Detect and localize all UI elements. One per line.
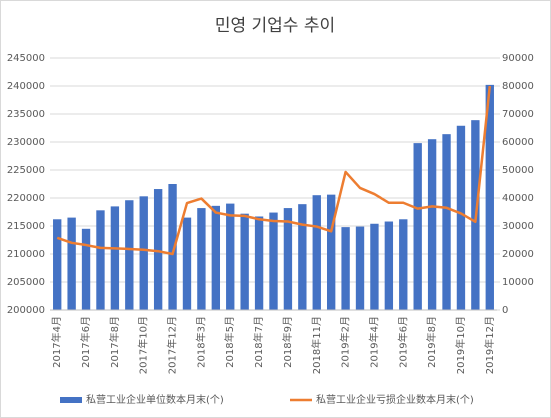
bar	[341, 227, 350, 310]
bar	[456, 125, 466, 310]
bar	[240, 213, 249, 310]
legend-label: 私营工业企业单位数本月末(个)	[86, 393, 224, 406]
x-tick-label: 2018年9月	[281, 316, 294, 368]
bar	[211, 205, 221, 310]
x-tick-label: 2018年3月	[194, 316, 207, 368]
y2-tick-label: 40000	[502, 193, 534, 204]
y2-tick-label: 0	[502, 305, 508, 316]
bar	[125, 200, 134, 310]
y-tick-label: 235000	[7, 109, 45, 120]
y-tick-label: 220000	[7, 193, 45, 204]
bar	[182, 217, 192, 310]
bar	[81, 228, 91, 310]
bar	[312, 195, 321, 310]
bar	[384, 221, 394, 310]
legend-swatch	[60, 397, 82, 403]
x-tick-label: 2018年5月	[223, 316, 236, 368]
x-tick-label: 2017年4月	[50, 316, 63, 368]
y-tick-label: 200000	[7, 305, 45, 316]
bar	[355, 226, 365, 310]
bar	[168, 184, 177, 310]
y2-tick-label: 60000	[502, 137, 534, 148]
bar	[153, 189, 163, 310]
x-tick-label: 2019年2月	[339, 316, 352, 368]
x-tick-label: 2018年7月	[252, 316, 265, 368]
y2-tick-label: 30000	[502, 221, 534, 232]
y-tick-label: 210000	[7, 249, 45, 260]
y2-tick-label: 50000	[502, 165, 534, 176]
bar	[67, 217, 76, 310]
bar	[370, 223, 379, 310]
y2-tick-label: 20000	[502, 249, 534, 260]
line	[56, 85, 492, 256]
y-tick-label: 240000	[7, 81, 45, 92]
y2-tick-label: 70000	[502, 109, 534, 120]
x-tick-label: 2017年10月	[137, 316, 150, 374]
bar	[53, 219, 62, 310]
x-tick-label: 2018年11月	[310, 316, 323, 374]
x-tick-label: 2019年4月	[367, 316, 380, 368]
x-tick-label: 2019年10月	[454, 316, 467, 374]
x-tick-label: 2017年12月	[166, 316, 179, 374]
y-tick-label: 230000	[7, 137, 45, 148]
bar	[197, 208, 206, 310]
x-tick-label: 2019年12月	[483, 316, 496, 374]
bar	[326, 194, 336, 310]
x-tick-label: 2017年8月	[108, 316, 121, 368]
bar	[283, 208, 293, 310]
bar	[427, 139, 437, 310]
legend-label: 私营工业企业亏损企业数本月末(个)	[316, 393, 474, 406]
y2-tick-label: 90000	[502, 53, 534, 64]
bar	[269, 212, 278, 310]
y-tick-label: 245000	[7, 53, 45, 64]
bar	[226, 203, 235, 310]
x-tick-label: 2017年6月	[79, 316, 92, 368]
bar	[254, 216, 264, 310]
bar	[413, 143, 422, 310]
y-tick-label: 205000	[7, 277, 45, 288]
bar	[442, 134, 451, 310]
y2-tick-label: 80000	[502, 81, 534, 92]
bar	[110, 206, 120, 310]
chart-title: 민영 기업수 추이	[215, 16, 335, 36]
bar	[485, 84, 494, 310]
bar	[96, 210, 105, 310]
y-tick-label: 215000	[7, 221, 45, 232]
bar	[139, 196, 148, 310]
y-tick-label: 225000	[7, 165, 45, 176]
y2-tick-label: 10000	[502, 277, 534, 288]
x-tick-label: 2019年8月	[425, 316, 438, 368]
x-tick-label: 2019年6月	[396, 316, 409, 368]
bar	[399, 219, 408, 310]
bar	[298, 204, 307, 310]
